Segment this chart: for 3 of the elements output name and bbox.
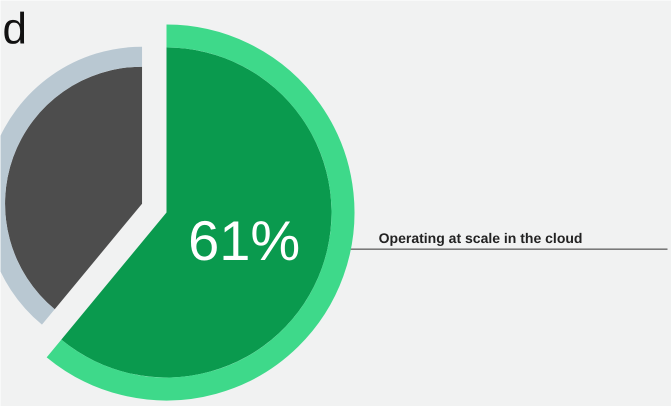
slice-label: Operating at scale in the cloud — [378, 230, 582, 246]
chart-title: d — [2, 4, 27, 54]
data-label: 61% — [188, 208, 300, 272]
